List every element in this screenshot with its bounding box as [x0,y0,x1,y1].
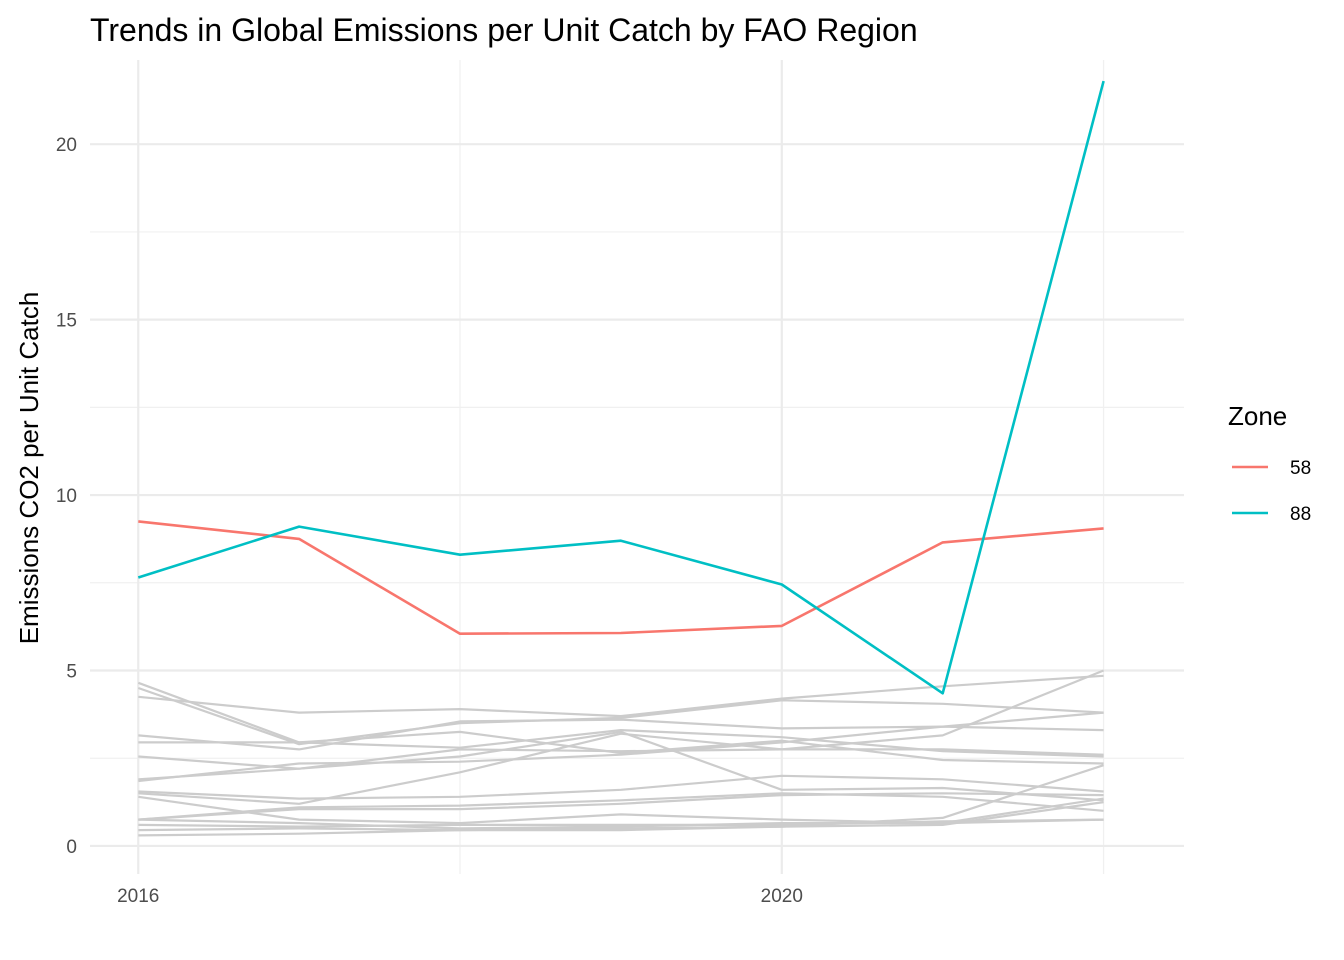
series-line-88 [137,80,1105,695]
grid [90,60,1184,874]
series-line-other-3 [137,686,1104,746]
series-line-other-18 [138,764,1104,832]
legend: Zone 58 88 [1228,401,1311,525]
legend-label-88: 88 [1290,504,1311,525]
series-line-other-13 [138,792,1104,821]
x-tick-label: 2020 [761,886,803,907]
series-line-other-2 [138,674,1104,718]
series-line-other-15 [138,818,1104,828]
highlighted-series [137,80,1105,695]
y-tick-label: 20 [56,135,77,156]
y-tick-label: 5 [66,662,77,683]
background-series [137,669,1105,837]
y-tick-label: 10 [56,486,77,507]
series-line-other-6 [138,728,1104,758]
series-line-58 [138,520,1104,636]
x-tick-label: 2016 [117,886,159,907]
y-tick-label: 0 [66,837,77,858]
y-axis-title: Emissions CO2 per Unit Catch [14,292,44,645]
y-tick-label: 15 [56,311,77,332]
legend-title: Zone [1228,401,1287,431]
series-line-other-9 [138,711,1104,783]
series-line-other-16 [138,818,1104,830]
y-axis-ticks: 0 5 10 15 20 [56,135,77,858]
x-axis-ticks: 2016 2020 [117,886,803,907]
chart-title: Trends in Global Emissions per Unit Catc… [90,12,918,48]
series-line-other-17 [138,801,1104,837]
series-line-other-8 [138,730,1104,802]
legend-entries: 58 88 [1232,458,1311,525]
series-line-other-11 [138,774,1104,800]
legend-label-58: 58 [1290,458,1311,479]
series-line-other-10 [138,669,1105,805]
series-line-other-14 [138,792,1104,821]
